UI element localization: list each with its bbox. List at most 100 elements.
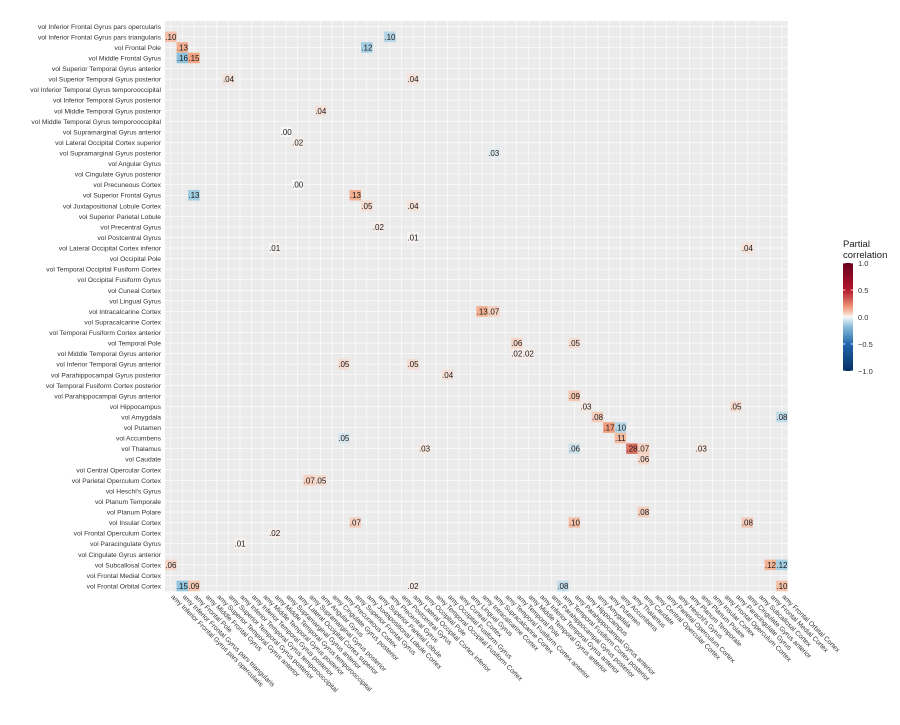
y-tick-label: vol Planum Temporale <box>95 499 161 506</box>
heatmap-cell <box>349 517 362 528</box>
cell-value-label: .02 <box>269 529 281 538</box>
y-tick-label: vol Inferior Frontal Gyrus pars triangul… <box>38 34 162 41</box>
heatmap-cell <box>603 422 615 433</box>
heatmap-cell <box>314 105 327 117</box>
heatmap-cell <box>188 580 200 592</box>
y-tick-label: vol Superior Temporal Gyrus posterior <box>49 77 162 84</box>
heatmap-cell <box>268 242 281 254</box>
y-tick-label: vol Frontal Pole <box>115 45 162 52</box>
heatmap-cell <box>487 306 500 317</box>
cell-value-label: .02 <box>373 223 385 232</box>
heatmap-cell <box>568 390 581 402</box>
cell-value-label: .02 <box>511 350 523 359</box>
cell-value-label: .06 <box>638 455 650 464</box>
heatmap-cell <box>165 559 177 571</box>
heatmap-cell <box>637 443 650 454</box>
heatmap-cell <box>591 411 604 423</box>
y-tick-label: vol Inferior Temporal Gyrus posterior <box>53 98 162 105</box>
cell-value-label: .28 <box>627 445 639 454</box>
heatmap-cell <box>407 580 419 592</box>
heatmap-cell <box>776 580 788 592</box>
y-tick-label: vol Thalamus <box>121 446 161 453</box>
cell-value-label: .05 <box>338 360 350 369</box>
y-tick-label: vol Intracalcarine Cortex <box>89 309 162 316</box>
cell-value-label: .10 <box>615 424 627 433</box>
cell-value-label: .10 <box>384 33 396 42</box>
heatmap-cell <box>568 337 581 349</box>
cell-value-label: .13 <box>350 191 362 200</box>
cell-value-label: .04 <box>315 107 327 116</box>
cell-value-label: .12 <box>361 43 373 52</box>
heatmap-cell <box>234 538 246 549</box>
heatmap-cell <box>568 517 581 528</box>
cell-value-label: .06 <box>511 339 523 348</box>
y-tick-label: vol Parahippocampal Gyrus anterior <box>54 393 161 400</box>
heatmap-cell <box>268 527 281 539</box>
y-tick-label: vol Lateral Occipital Cortex inferior <box>59 246 162 253</box>
heatmap-cell <box>418 443 431 454</box>
cell-value-label: .02 <box>523 350 535 359</box>
y-tick-label: vol Central Opercular Cortex <box>76 467 161 474</box>
heatmap-cell <box>476 306 488 317</box>
heatmap-cell <box>626 443 638 454</box>
legend-tick-label: −1.0 <box>858 367 873 376</box>
heatmap-cell <box>407 73 419 85</box>
heatmap-cell <box>614 432 627 444</box>
cell-value-label: .05 <box>730 402 742 411</box>
heatmap-cell <box>349 189 362 201</box>
y-tick-label: vol Juxtapositional Lobule Cortex <box>63 203 162 210</box>
y-tick-label: vol Inferior Temporal Gyrus temporooccip… <box>30 87 161 94</box>
heatmap-cell <box>176 42 189 53</box>
y-tick-label: vol Supramarginal Gyrus posterior <box>60 151 162 158</box>
legend-tick-label: 0.5 <box>858 286 868 295</box>
heatmap-cell <box>776 559 788 571</box>
y-tick-label: vol Cingulate Gyrus anterior <box>78 552 162 559</box>
heatmap-cell <box>188 189 200 201</box>
heatmap-cell <box>291 179 304 190</box>
cell-value-label: .10 <box>165 33 177 42</box>
y-tick-label: vol Temporal Pole <box>108 341 161 348</box>
cell-value-label: .04 <box>223 75 235 84</box>
cell-value-label: .12 <box>765 561 777 570</box>
heatmap-cell <box>280 126 292 138</box>
cell-value-label: .05 <box>315 476 327 485</box>
cell-value-label: .17 <box>603 424 615 433</box>
cell-value-label: .13 <box>477 307 489 316</box>
legend-tick-label: 1.0 <box>858 259 868 268</box>
heatmap-cell <box>637 506 650 518</box>
cell-value-label: .00 <box>292 181 304 190</box>
heatmap-cell <box>441 369 454 381</box>
x-axis-labels: amy Inferior Frontal Gyrus pars opercula… <box>169 594 841 695</box>
y-tick-label: vol Precuneous Cortex <box>93 182 161 189</box>
heatmap-cell <box>165 31 177 43</box>
y-tick-label: vol Superior Temporal Gyrus anterior <box>52 66 162 73</box>
legend-tick-label: 0.0 <box>858 313 868 322</box>
cell-value-label: .05 <box>338 434 350 443</box>
heatmap-cells: .10.10.13.12.16.15.04.04.04.00.02.03.00.… <box>165 31 788 592</box>
cell-value-label: .16 <box>177 54 189 63</box>
y-tick-label: vol Inferior Temporal Gyrus anterior <box>56 362 161 369</box>
heatmap-cell <box>314 475 327 486</box>
heatmap-cell <box>614 422 627 433</box>
y-tick-label: vol Parietal Operculum Cortex <box>72 478 162 485</box>
y-tick-label: vol Temporal Fusiform Cortex anterior <box>49 330 162 337</box>
heatmap-cell <box>372 221 385 233</box>
y-tick-label: vol Accumbens <box>116 436 162 443</box>
heatmap-cell <box>510 348 523 359</box>
heatmap-cell <box>407 200 419 212</box>
y-tick-label: vol Insular Cortex <box>109 520 162 527</box>
heatmap-cell <box>361 200 373 212</box>
heatmap-cell <box>188 52 200 64</box>
heatmap-cell <box>361 42 373 53</box>
heatmap-cell <box>487 147 500 159</box>
y-tick-label: vol Temporal Occipital Fusiform Cortex <box>46 267 161 274</box>
cell-value-label: .11 <box>615 434 626 443</box>
y-tick-label: vol Precentral Gyrus <box>100 224 161 231</box>
heatmap-cell <box>510 337 523 349</box>
cell-value-label: .10 <box>776 582 788 591</box>
y-tick-label: vol Subcallosal Cortex <box>95 562 162 569</box>
y-tick-label: vol Angular Gyrus <box>108 161 161 168</box>
legend-title: correlation <box>843 250 887 261</box>
cell-value-label: .13 <box>177 43 189 52</box>
